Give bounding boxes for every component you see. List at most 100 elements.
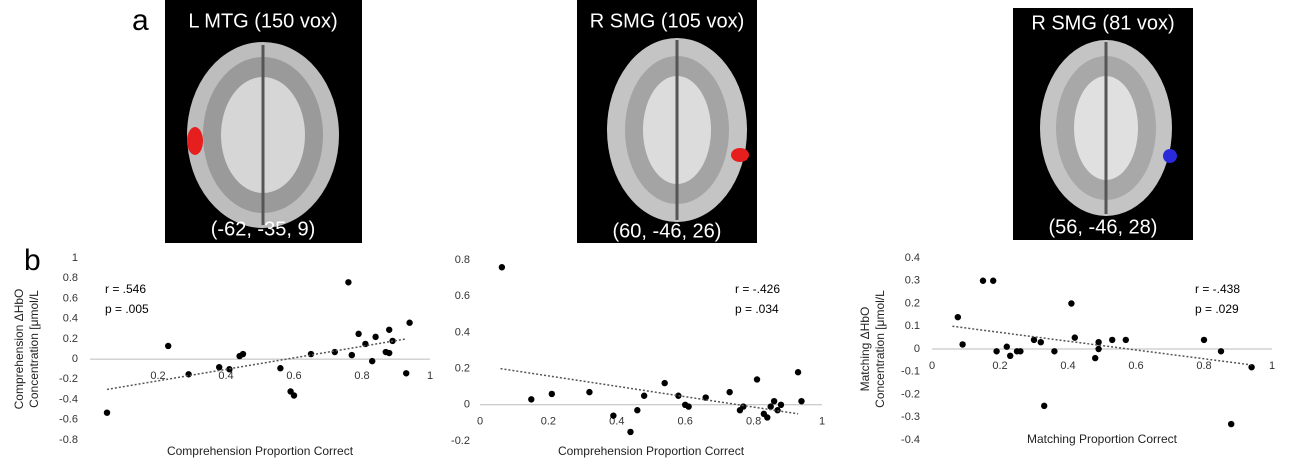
y-tick-label: -0.2 bbox=[451, 435, 470, 447]
annotation: r = -.438 bbox=[1195, 282, 1240, 296]
data-point bbox=[1218, 348, 1224, 354]
data-point bbox=[549, 391, 555, 397]
data-point bbox=[1248, 364, 1254, 370]
data-point bbox=[369, 358, 375, 364]
x-tick-label: 0 bbox=[477, 416, 483, 428]
y-tick-label: -0.3 bbox=[901, 411, 920, 423]
x-tick-label: 1 bbox=[427, 370, 433, 382]
data-point bbox=[277, 365, 283, 371]
y-tick-label: -0.6 bbox=[59, 414, 78, 426]
x-tick-label: 0.2 bbox=[541, 416, 556, 428]
x-tick-label: 0.4 bbox=[218, 370, 233, 382]
y-tick-label: 0.2 bbox=[63, 333, 78, 345]
data-point bbox=[1041, 403, 1047, 409]
data-point bbox=[798, 398, 804, 404]
data-point bbox=[990, 278, 996, 284]
y-tick-label: 0 bbox=[914, 343, 920, 355]
data-point bbox=[955, 314, 961, 320]
x-tick-label: 1 bbox=[819, 416, 825, 428]
y-axis-label: Comprehension ΔHbO bbox=[12, 289, 26, 410]
y-tick-label: 0.2 bbox=[455, 363, 470, 375]
y-tick-label: 0.8 bbox=[63, 272, 78, 284]
x-tick-label: 1 bbox=[1269, 360, 1275, 372]
x-axis-label: Comprehension Proportion Correct bbox=[558, 444, 745, 458]
data-point bbox=[291, 392, 297, 398]
y-tick-label: -0.8 bbox=[59, 434, 78, 446]
x-axis-label: Comprehension Proportion Correct bbox=[167, 444, 354, 458]
y-tick-label: 0.2 bbox=[905, 297, 920, 309]
data-point bbox=[1051, 348, 1057, 354]
data-point bbox=[1017, 348, 1023, 354]
data-point bbox=[795, 369, 801, 375]
y-axis-label: Concentration [μmol/L bbox=[27, 290, 41, 408]
y-axis-label: Matching ΔHbO bbox=[858, 307, 872, 392]
panel-label: a bbox=[132, 4, 149, 37]
y-tick-label: 0.4 bbox=[63, 313, 78, 325]
y-tick-label: -0.4 bbox=[901, 434, 920, 446]
data-point bbox=[1038, 339, 1044, 345]
y-tick-label: -0.2 bbox=[59, 373, 78, 385]
data-point bbox=[345, 279, 351, 285]
figure: a b L MTG (150 vox) (-62, -35, 9) R SMG … bbox=[0, 0, 1298, 460]
data-point bbox=[386, 350, 392, 356]
y-tick-label: 0.3 bbox=[905, 275, 920, 287]
x-tick-label: 0 bbox=[929, 360, 935, 372]
data-point bbox=[1072, 334, 1078, 340]
data-point bbox=[764, 414, 770, 420]
data-point bbox=[586, 389, 592, 395]
y-tick-label: 0.4 bbox=[905, 252, 920, 264]
x-tick-label: 0.4 bbox=[1060, 360, 1075, 372]
x-tick-label: 0.2 bbox=[992, 360, 1007, 372]
data-point bbox=[499, 264, 505, 270]
y-tick-label: -0.2 bbox=[901, 388, 920, 400]
data-point bbox=[1095, 346, 1101, 352]
y-tick-label: 0.8 bbox=[455, 254, 470, 266]
y-tick-label: -0.4 bbox=[59, 393, 78, 405]
data-point bbox=[754, 376, 760, 382]
annotation: p = .034 bbox=[735, 302, 779, 316]
data-point bbox=[771, 398, 777, 404]
data-point bbox=[1201, 337, 1207, 343]
data-point bbox=[1004, 344, 1010, 350]
y-tick-label: 0.1 bbox=[905, 320, 920, 332]
x-tick-label: 0.6 bbox=[1128, 360, 1143, 372]
data-point bbox=[768, 403, 774, 409]
y-tick-label: 0.6 bbox=[455, 290, 470, 302]
annotation: r = .546 bbox=[105, 282, 146, 296]
brain-image: L MTG (150 vox) (-62, -35, 9) bbox=[165, 0, 362, 243]
data-point bbox=[165, 343, 171, 349]
data-point bbox=[627, 429, 633, 435]
y-tick-label: 0.4 bbox=[455, 326, 470, 338]
data-point bbox=[661, 380, 667, 386]
x-axis-label: Matching Proportion Correct bbox=[1027, 432, 1178, 446]
y-tick-label: 0 bbox=[464, 399, 470, 411]
data-point bbox=[1228, 421, 1234, 427]
y-axis-label: Concentration [μmol/L bbox=[873, 290, 887, 408]
annotation: r = -.426 bbox=[735, 282, 780, 296]
x-tick-label: 0.8 bbox=[1196, 360, 1211, 372]
data-point bbox=[386, 327, 392, 333]
data-point bbox=[740, 403, 746, 409]
y-tick-label: 0.6 bbox=[63, 292, 78, 304]
data-point bbox=[349, 352, 355, 358]
data-point bbox=[685, 403, 691, 409]
annotation: p = .005 bbox=[105, 302, 149, 316]
data-point bbox=[104, 410, 110, 416]
x-tick-label: 0.8 bbox=[354, 370, 369, 382]
brain-image: R SMG (105 vox) (60, -46, 26) bbox=[577, 0, 757, 243]
data-point bbox=[406, 320, 412, 326]
data-point bbox=[1092, 355, 1098, 361]
data-point bbox=[1007, 353, 1013, 359]
data-point bbox=[1109, 337, 1115, 343]
data-point bbox=[610, 412, 616, 418]
data-point bbox=[1068, 300, 1074, 306]
data-point bbox=[778, 402, 784, 408]
image-coords: (-62, -35, 9) bbox=[211, 218, 315, 240]
data-point bbox=[1123, 337, 1129, 343]
x-tick-label: 0.6 bbox=[678, 416, 693, 428]
image-title: L MTG (150 vox) bbox=[188, 10, 337, 32]
y-tick-label: 1 bbox=[72, 252, 78, 264]
trend-line bbox=[501, 369, 799, 414]
data-point bbox=[634, 407, 640, 413]
image-title: R SMG (105 vox) bbox=[590, 10, 744, 32]
